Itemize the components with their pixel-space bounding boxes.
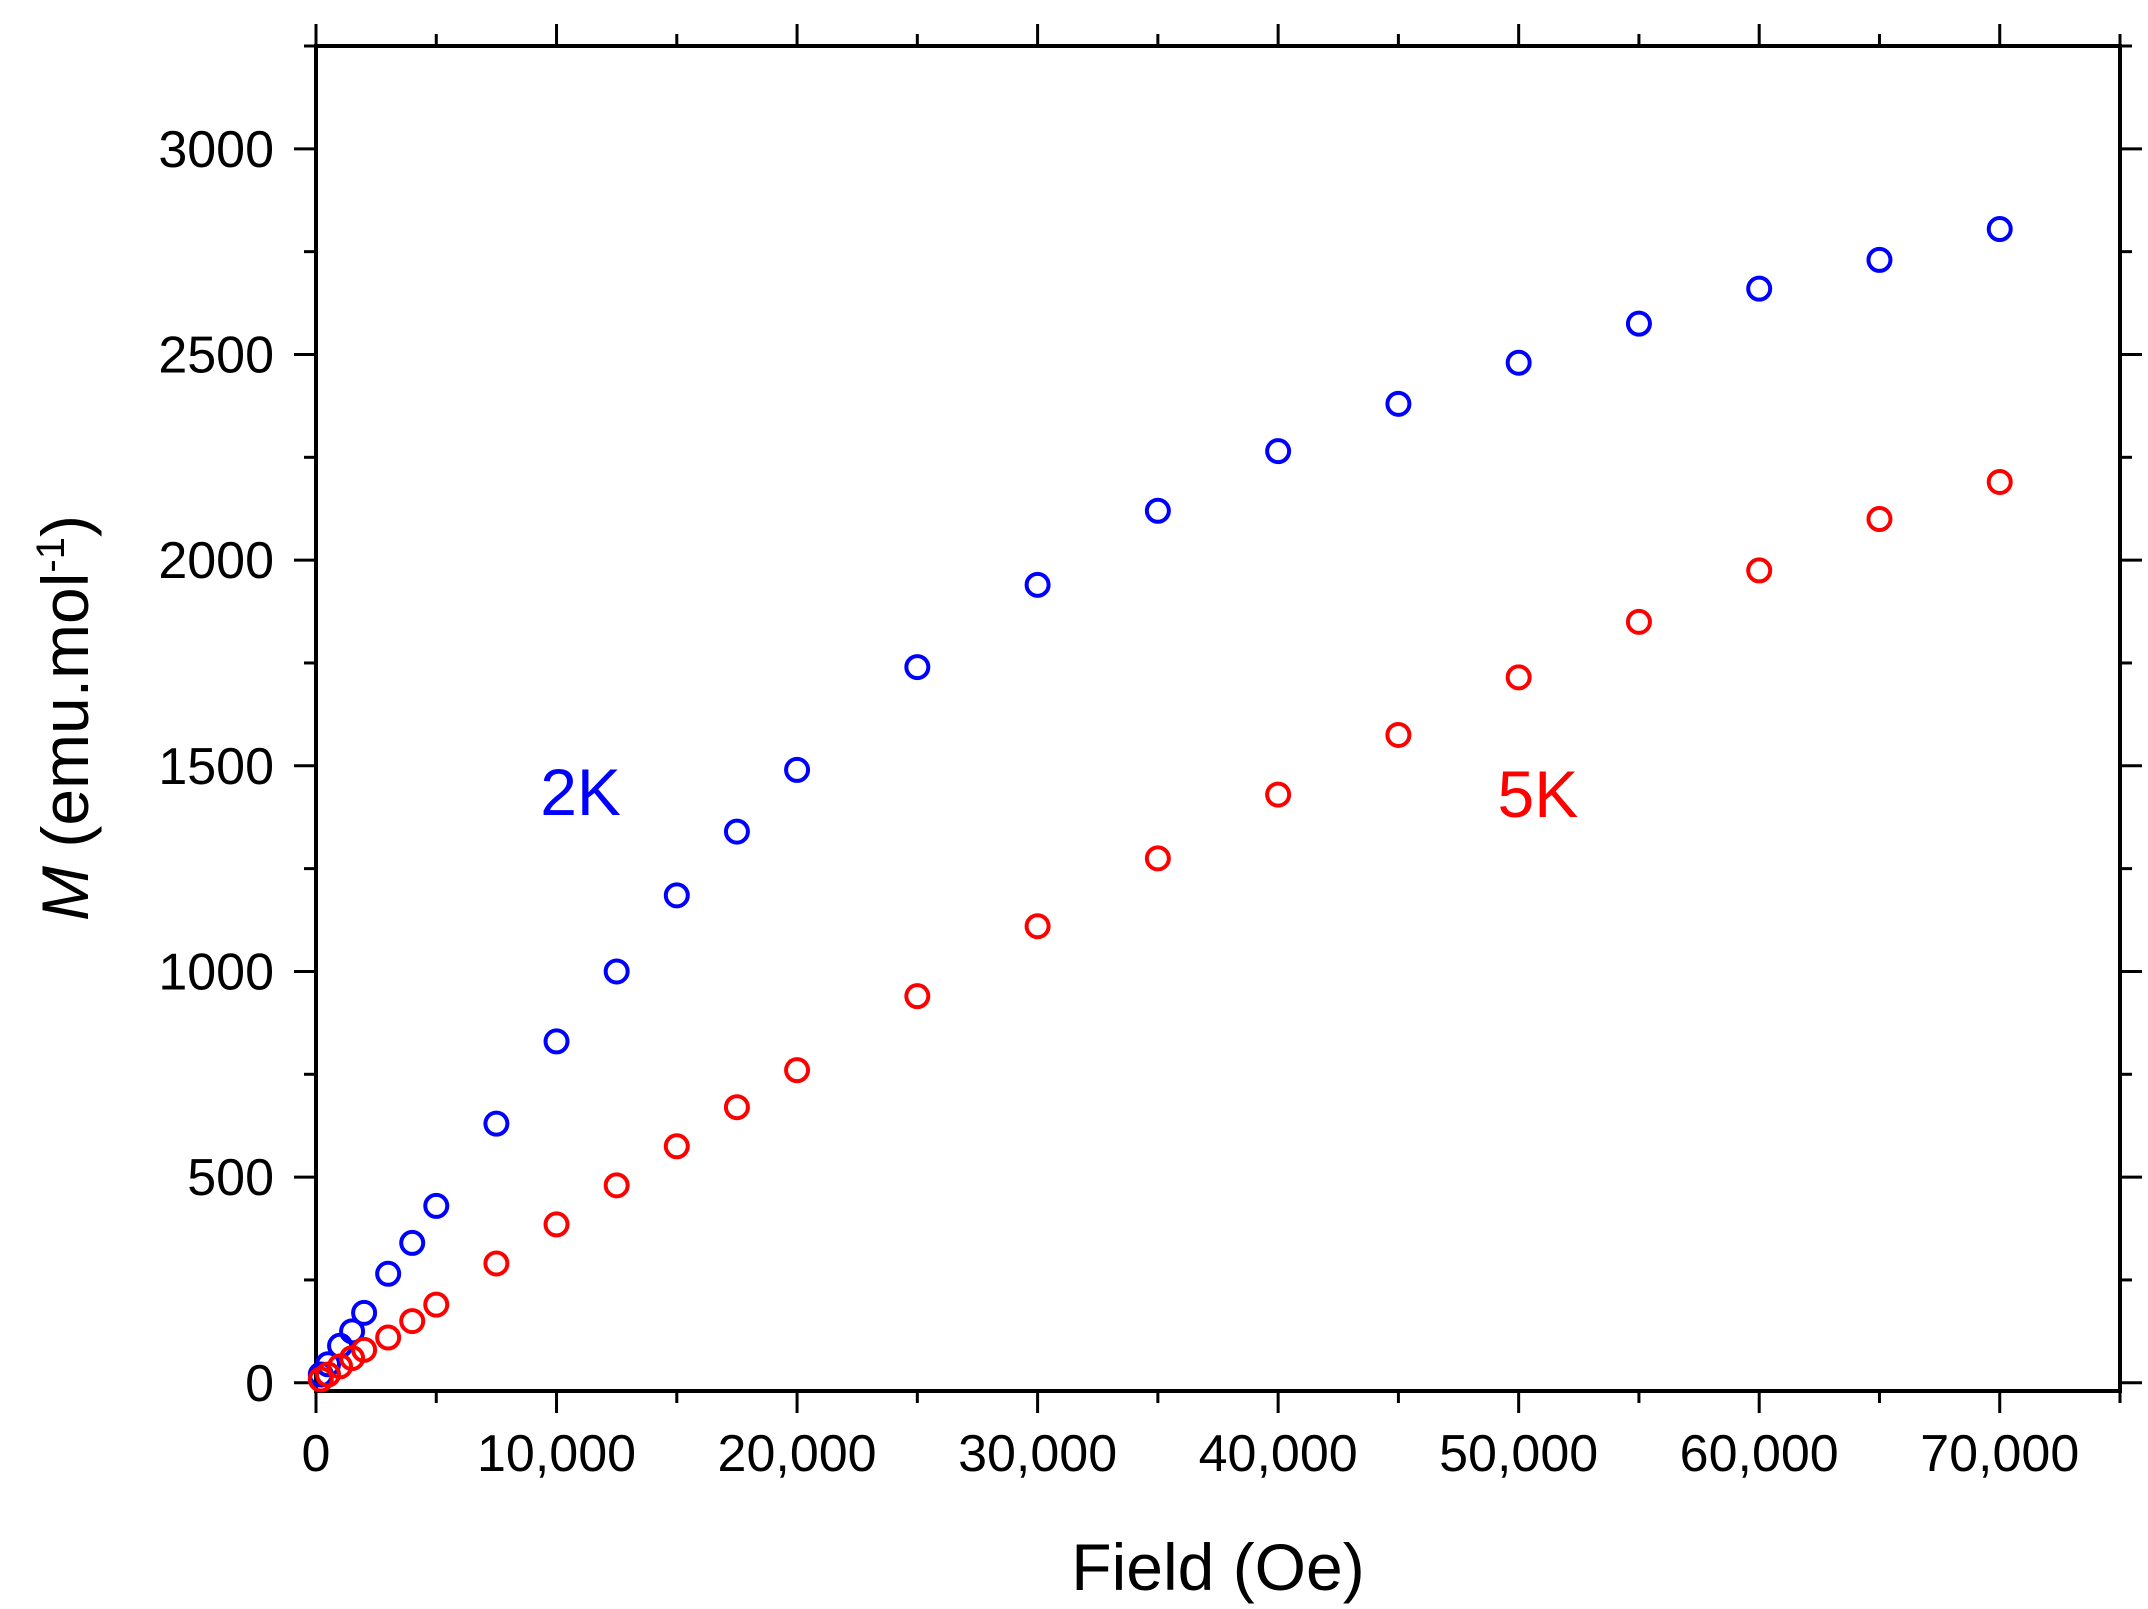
y-tick-label: 500: [187, 1149, 274, 1207]
y-tick-label: 2500: [158, 326, 274, 384]
data-point-5K: [603, 1172, 630, 1199]
data-point-5K: [784, 1057, 811, 1084]
data-point-2K: [543, 1028, 570, 1055]
axis-ticks: [294, 24, 2142, 1413]
y-axis-title: M (emu.mol-1): [28, 515, 102, 921]
y-axis-title-close: ): [28, 515, 102, 537]
data-point-2K: [723, 818, 750, 845]
data-point-5K: [904, 983, 931, 1010]
data-points: [307, 216, 2013, 1393]
y-axis-title-exponent: -1: [29, 537, 73, 573]
data-point-2K: [483, 1110, 510, 1137]
x-tick-label: 20,000: [718, 1425, 877, 1483]
data-point-5K: [351, 1336, 378, 1363]
data-point-5K: [663, 1133, 690, 1160]
data-point-2K: [339, 1318, 366, 1345]
data-point-2K: [1986, 216, 2013, 243]
data-point-5K: [1866, 506, 1893, 533]
y-tick-label: 3000: [158, 121, 274, 179]
data-point-5K: [1024, 913, 1051, 940]
x-tick-label: 70,000: [1920, 1425, 2079, 1483]
data-point-2K: [1144, 497, 1171, 524]
data-point-5K: [1986, 468, 2013, 495]
data-point-2K: [1625, 310, 1652, 337]
x-tick-label: 30,000: [958, 1425, 1117, 1483]
data-point-5K: [1505, 664, 1532, 691]
data-point-5K: [723, 1094, 750, 1121]
plot-frame: [314, 44, 2122, 1393]
data-point-2K: [423, 1192, 450, 1219]
series-5K-points: [307, 468, 2013, 1393]
y-tick-label: 2000: [158, 532, 274, 590]
data-point-2K: [1746, 275, 1773, 302]
data-point-5K: [543, 1211, 570, 1238]
data-point-2K: [315, 1351, 342, 1378]
data-point-5K: [375, 1324, 402, 1351]
y-tick-label: 1000: [158, 943, 274, 1001]
data-point-5K: [399, 1308, 426, 1335]
y-axis-title-symbol: M: [28, 866, 102, 921]
data-point-2K: [399, 1229, 426, 1256]
data-point-5K: [1625, 608, 1652, 635]
data-point-2K: [1385, 390, 1412, 417]
x-axis-title: Field (Oe): [1071, 1530, 1364, 1604]
y-tick-label: 1500: [158, 738, 274, 796]
data-point-5K: [1746, 557, 1773, 584]
data-point-2K: [1265, 438, 1292, 465]
data-point-2K: [351, 1299, 378, 1326]
data-point-2K: [1866, 246, 1893, 273]
data-point-5K: [483, 1250, 510, 1277]
x-tick-label: 50,000: [1439, 1425, 1598, 1483]
data-point-2K: [784, 756, 811, 783]
y-axis-title-units: (emu.mol: [28, 573, 102, 866]
data-point-5K: [1265, 781, 1292, 808]
data-point-5K: [1144, 845, 1171, 872]
data-point-5K: [1385, 721, 1412, 748]
x-tick-label: 0: [302, 1425, 331, 1483]
series-labels: 2K 5K: [540, 755, 1578, 831]
y-tick-labels: 0 500 1000 1500 2000 2500 3000: [158, 121, 274, 1413]
x-tick-label: 40,000: [1199, 1425, 1358, 1483]
data-point-2K: [1024, 571, 1051, 598]
data-point-2K: [904, 654, 931, 681]
data-point-2K: [375, 1260, 402, 1287]
data-point-2K: [1505, 349, 1532, 376]
x-tick-label: 10,000: [477, 1425, 636, 1483]
data-point-2K: [603, 958, 630, 985]
data-point-5K: [423, 1291, 450, 1318]
y-tick-label: 0: [245, 1355, 274, 1413]
data-point-2K: [663, 882, 690, 909]
series-label-2K: 2K: [540, 755, 621, 829]
x-tick-labels: 0 10,000 20,000 30,000 40,000 50,000 60,000 70,…: [302, 1425, 2080, 1483]
series-label-5K: 5K: [1498, 757, 1579, 831]
x-tick-label: 60,000: [1680, 1425, 1839, 1483]
